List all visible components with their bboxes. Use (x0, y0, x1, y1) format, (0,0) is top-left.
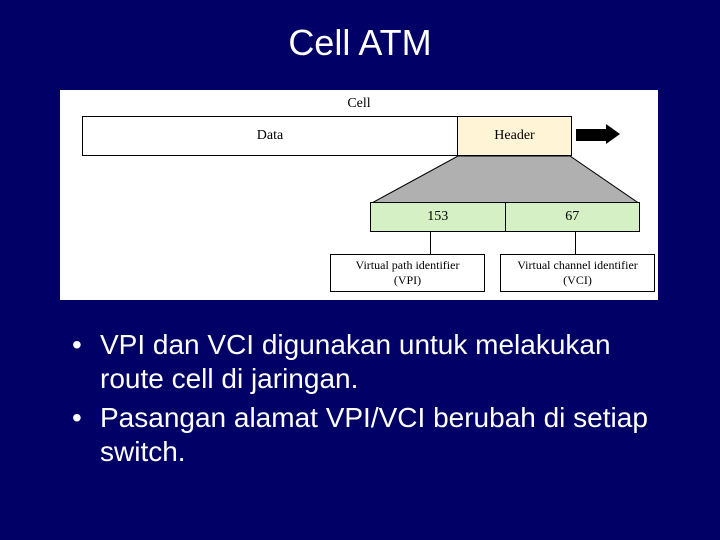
list-item: • VPI dan VCI digunakan untuk melakukan … (72, 328, 662, 395)
list-item: • Pasangan alamat VPI/VCI berubah di set… (72, 401, 662, 468)
vci-label-box: Virtual channel identifier(VCI) (500, 254, 655, 292)
atm-cell-diagram: Cell Data Header 153 67 Virtual path ide… (60, 90, 658, 300)
vpi-vci-row: 153 67 (370, 202, 640, 232)
bullet-text: VPI dan VCI digunakan untuk melakukan ro… (100, 328, 662, 395)
bullet-list: • VPI dan VCI digunakan untuk melakukan … (72, 328, 662, 474)
vpi-label-box: Virtual path identifier(VPI) (330, 254, 485, 292)
header-segment: Header (458, 117, 571, 155)
vpi-connector-line (430, 232, 431, 254)
bullet-dot-icon: • (72, 401, 100, 468)
bullet-text: Pasangan alamat VPI/VCI berubah di setia… (100, 401, 662, 468)
cell-label: Cell (60, 96, 658, 112)
vci-value-cell: 67 (506, 203, 640, 231)
vpi-value-cell: 153 (371, 203, 506, 231)
data-segment: Data (83, 117, 458, 155)
expansion-trapezoid (370, 156, 640, 204)
slide-title: Cell ATM (0, 0, 720, 64)
direction-arrow-icon (576, 128, 606, 146)
vci-connector-line (575, 232, 576, 254)
bullet-dot-icon: • (72, 328, 100, 395)
cell-structure: Data Header (82, 116, 572, 156)
